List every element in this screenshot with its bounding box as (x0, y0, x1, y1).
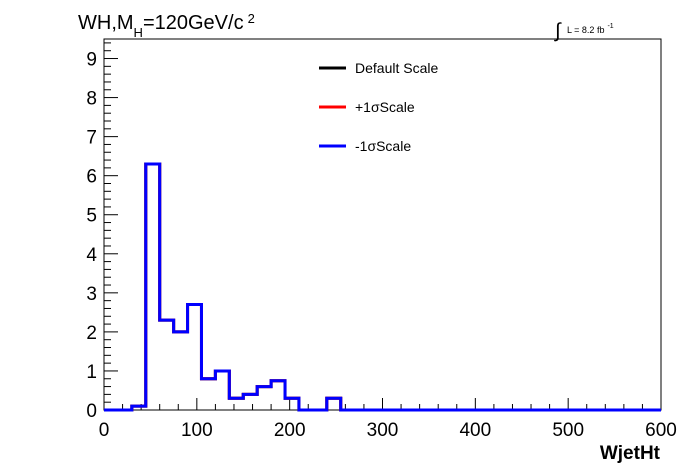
title-main: WH,M (78, 12, 134, 34)
x-tick-label: 600 (645, 420, 677, 441)
y-tick-label: 7 (86, 128, 97, 149)
lumi-text: L = 8.2 fb (567, 25, 604, 35)
y-tick-label: 1 (86, 362, 97, 383)
lumi-superscript: -1 (607, 23, 613, 30)
series-group (104, 162, 661, 412)
y-tick-label: 9 (86, 50, 97, 71)
lumi-integral-symbol: ∫ (554, 20, 562, 42)
axis-ticks: 0 1 2 3 4 5 6 7 8 9 0 100 200 300 400 500 600 (86, 42, 677, 441)
y-tick-label: 6 (86, 167, 97, 188)
series-line-0 (104, 162, 661, 412)
legend: Default Scale +1σScale -1σScale (319, 60, 438, 154)
x-tick-label: 500 (552, 420, 584, 441)
y-tick-label: 3 (86, 284, 97, 305)
legend-label-0: Default Scale (355, 60, 438, 76)
x-tick-label: 300 (367, 420, 399, 441)
title-rest: =120GeV/c (143, 12, 244, 34)
plot-frame (103, 38, 662, 411)
legend-label-2: -1σScale (355, 138, 411, 154)
y-tick-label: 4 (86, 245, 97, 266)
y-tick-label: 8 (86, 89, 97, 110)
y-tick-label: 5 (86, 206, 97, 227)
lumi-label: L = 8.2 fb -1 (567, 23, 614, 35)
legend-label-1: +1σScale (355, 99, 415, 115)
x-tick-label: 200 (274, 420, 306, 441)
y-tick-label: 2 (86, 323, 97, 344)
series-line-2 (104, 162, 661, 412)
series-line-1 (104, 162, 661, 412)
title-superscript: 2 (248, 11, 255, 26)
x-axis-label: WjetHt (600, 443, 661, 464)
x-tick-label: 100 (181, 420, 213, 441)
y-tick-label: 0 (86, 401, 97, 422)
x-tick-label: 0 (99, 420, 110, 441)
plot-title: WH,MH=120GeV/c 2 (78, 11, 255, 40)
x-tick-label: 400 (459, 420, 491, 441)
title-subscript: H (134, 25, 143, 40)
